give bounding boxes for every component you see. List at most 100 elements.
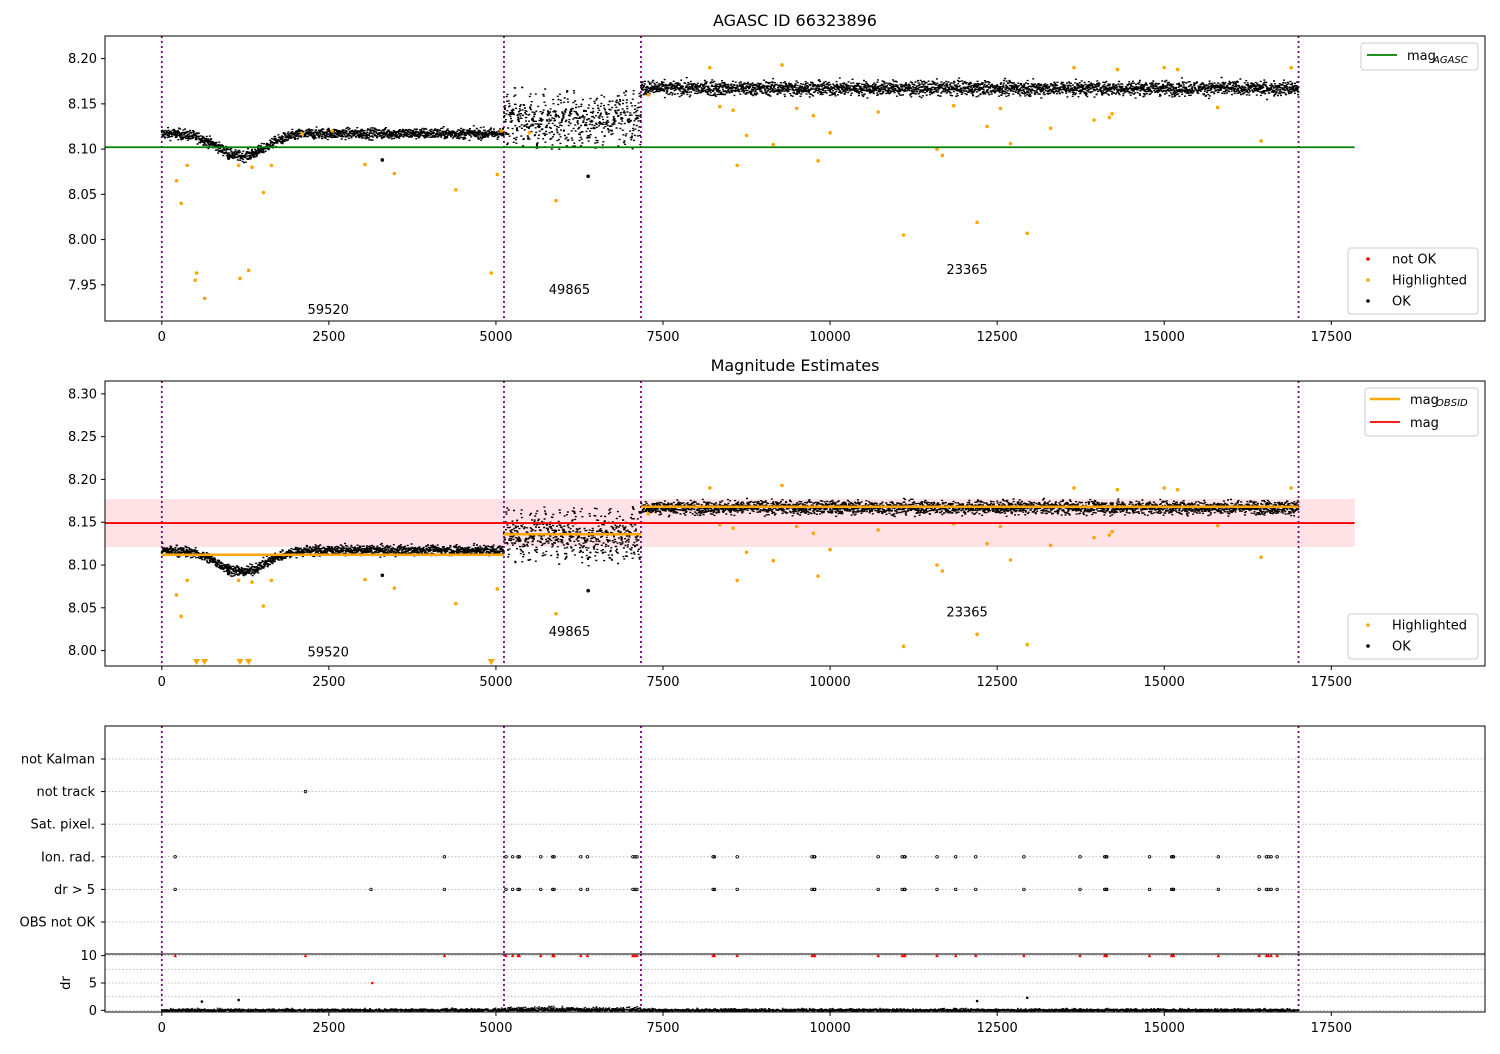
p4-clipped-marker xyxy=(1266,953,1271,958)
p3-flag-marker xyxy=(517,887,522,892)
p2-highlighted-point xyxy=(269,578,274,583)
p1-highlighted-point xyxy=(646,93,651,97)
p2-highlighted-point xyxy=(236,578,241,583)
p2-highlighted-point xyxy=(1259,555,1263,560)
p1-highlighted-point xyxy=(1008,141,1013,146)
p2-offscale-marker xyxy=(193,659,201,665)
p2-legend-point-label: Highlighted xyxy=(1392,619,1467,634)
p2-legend-obsid-label: mag xyxy=(1410,393,1439,408)
p3-flag-marker xyxy=(935,887,939,892)
p2-highlighted-point xyxy=(1215,523,1220,528)
p1-legend-point-marker xyxy=(1366,299,1370,303)
p3-flag-marker xyxy=(1275,887,1279,892)
p1-highlighted-point xyxy=(901,233,906,237)
p1-highlighted-point xyxy=(1092,118,1096,122)
p1-highlighted-point xyxy=(261,190,266,195)
p1-ytick-label: 8.00 xyxy=(68,233,97,248)
p2-ytick-label: 8.20 xyxy=(68,473,97,488)
p2-ok-band-0 xyxy=(160,542,505,577)
p3-flag-marker xyxy=(539,887,543,892)
p1-highlighted-point xyxy=(1289,65,1293,70)
p2-highlighted-point xyxy=(392,586,397,590)
p4-clipped-marker xyxy=(1275,953,1279,958)
p3-flag-marker xyxy=(552,887,556,892)
p2-highlighted-point xyxy=(1107,533,1112,537)
p3-flag-marker xyxy=(1103,855,1107,859)
p4-clipped-marker xyxy=(635,953,639,958)
p3-flag-marker xyxy=(1269,887,1273,892)
p1-ok-outlier xyxy=(586,174,590,179)
p1-highlighted-point xyxy=(330,129,335,133)
p3-flag-marker xyxy=(631,855,635,859)
p3-flag-marker xyxy=(735,855,739,859)
p1-obsid-label: 23365 xyxy=(946,263,987,278)
p2-ok-outlier xyxy=(226,571,231,576)
p2-highlighted-point xyxy=(998,524,1003,529)
p4-clipped-marker xyxy=(1147,953,1152,958)
p1-xtick-label: 2500 xyxy=(312,330,345,345)
p2-obsid-label: 23365 xyxy=(946,605,987,620)
p3-flag-marker xyxy=(1269,855,1273,859)
p2-ytick-label: 8.10 xyxy=(68,559,97,574)
p2-highlighted-point xyxy=(185,578,189,583)
p2-highlighted-point xyxy=(735,578,739,583)
p1-highlighted-point xyxy=(1107,115,1112,120)
p4-dr-point xyxy=(200,1000,204,1003)
p2-highlighted-point xyxy=(811,531,816,536)
p1-highlighted-point xyxy=(202,296,207,301)
p3-flag-marker xyxy=(813,855,817,859)
p1-ytick-label: 8.15 xyxy=(68,97,97,112)
p3-flag-marker xyxy=(552,855,556,859)
p4-clipped-marker xyxy=(538,953,543,958)
p3-flag-marker xyxy=(551,887,555,892)
p4-clipped-marker xyxy=(1022,953,1026,958)
p1-xtick-label: 17500 xyxy=(1311,330,1352,345)
p2-highlighted-point xyxy=(1175,487,1180,492)
p3-flag-marker xyxy=(173,887,177,892)
p4-clipped-marker xyxy=(903,953,907,958)
p3-flag-marker xyxy=(585,855,590,859)
p4-dr-point xyxy=(237,998,240,1002)
p4-xtick-label: 2500 xyxy=(312,1021,345,1036)
p1-highlighted-point xyxy=(179,201,183,206)
p2-xtick-label: 12500 xyxy=(976,675,1017,690)
p1-highlighted-point xyxy=(185,163,189,168)
p3-flag-marker xyxy=(579,855,583,859)
p3-flag-marker xyxy=(510,855,515,859)
p1-ytick-label: 8.05 xyxy=(68,188,97,203)
p1-xtick-label: 7500 xyxy=(646,330,679,345)
p2-offscale-marker xyxy=(201,659,209,665)
p1-highlighted-point xyxy=(828,131,832,135)
p4-clipped-marker xyxy=(1257,953,1261,958)
p3-row-label: Ion. rad. xyxy=(41,850,95,865)
p1-highlighted-point xyxy=(236,163,241,168)
p2-highlighted-point xyxy=(901,644,906,649)
p4-clipped-marker xyxy=(552,953,556,958)
p1-highlighted-point xyxy=(238,276,242,281)
p3-row-label: OBS not OK xyxy=(20,916,96,931)
p1-ok-points xyxy=(160,76,1300,179)
p2-highlighted-point xyxy=(174,593,179,597)
p4-dr-points xyxy=(161,981,1300,1012)
p4-clipped-marker xyxy=(1269,953,1273,958)
p1-highlighted-point xyxy=(1215,105,1220,110)
p3-flag-marker xyxy=(903,855,907,859)
p3-flag-marker xyxy=(712,887,717,892)
p3-flag-marker xyxy=(1257,855,1261,859)
p2-highlighted-point xyxy=(744,550,749,554)
p4-dr-point xyxy=(1025,996,1029,1000)
p1-ytick-label: 7.95 xyxy=(68,278,97,293)
p2-highlighted-points xyxy=(174,483,1293,649)
p3-flag-marker xyxy=(974,887,978,892)
p3-row-label: Sat. pixel. xyxy=(31,818,95,833)
p4-xtick-label: 15000 xyxy=(1144,1021,1185,1036)
p3-row-label: dr > 5 xyxy=(54,883,95,898)
p2-highlighted-point xyxy=(975,632,979,637)
p3-flag-marker xyxy=(1264,855,1269,859)
p4-xtick-label: 10000 xyxy=(809,1021,850,1036)
p1-xtick-label: 5000 xyxy=(479,330,512,345)
p3-flag-marker xyxy=(1275,855,1279,859)
p2-highlighted-point xyxy=(1115,487,1120,492)
p3-flag-marker xyxy=(954,887,958,892)
